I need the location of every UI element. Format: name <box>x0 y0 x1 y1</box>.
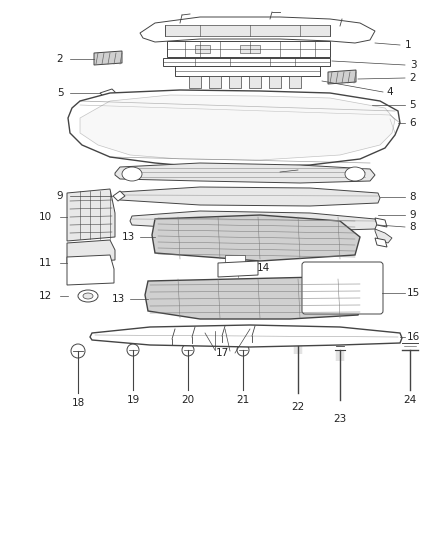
Polygon shape <box>140 17 375 43</box>
Text: 1: 1 <box>405 40 411 50</box>
Text: 18: 18 <box>71 398 85 408</box>
Text: 22: 22 <box>291 402 304 412</box>
Text: 11: 11 <box>39 258 52 268</box>
Polygon shape <box>152 215 360 261</box>
Polygon shape <box>240 45 260 53</box>
Text: 3: 3 <box>410 60 416 70</box>
Text: 10: 10 <box>39 212 52 222</box>
Polygon shape <box>375 238 387 247</box>
Text: 19: 19 <box>127 395 140 405</box>
Polygon shape <box>167 41 330 57</box>
Polygon shape <box>375 218 387 227</box>
Text: 7: 7 <box>302 165 308 175</box>
Polygon shape <box>289 76 301 88</box>
Text: 9: 9 <box>410 210 416 220</box>
Text: 8: 8 <box>410 192 416 202</box>
Text: 12: 12 <box>39 291 52 301</box>
Polygon shape <box>229 76 241 88</box>
Text: 9: 9 <box>57 191 64 201</box>
Polygon shape <box>130 211 377 231</box>
Polygon shape <box>328 70 356 84</box>
Polygon shape <box>80 95 395 160</box>
Polygon shape <box>115 163 375 183</box>
Text: 13: 13 <box>121 232 134 242</box>
Text: 23: 23 <box>333 414 346 424</box>
Text: 16: 16 <box>406 332 420 342</box>
Text: 5: 5 <box>57 88 64 98</box>
Ellipse shape <box>78 290 98 302</box>
Polygon shape <box>195 45 210 53</box>
Polygon shape <box>67 189 115 241</box>
Ellipse shape <box>122 167 142 181</box>
Text: 14: 14 <box>256 263 270 273</box>
FancyBboxPatch shape <box>302 262 383 314</box>
Text: 2: 2 <box>410 73 416 83</box>
Text: 5: 5 <box>410 100 416 110</box>
Text: 15: 15 <box>406 288 420 298</box>
Polygon shape <box>175 66 320 76</box>
Polygon shape <box>189 76 201 88</box>
Polygon shape <box>218 261 258 277</box>
Text: 6: 6 <box>410 118 416 128</box>
Polygon shape <box>100 89 118 99</box>
Text: 4: 4 <box>387 87 393 97</box>
Polygon shape <box>360 100 376 110</box>
Polygon shape <box>165 25 330 36</box>
Polygon shape <box>90 325 402 347</box>
Polygon shape <box>249 76 261 88</box>
Polygon shape <box>67 255 114 285</box>
Polygon shape <box>94 51 122 65</box>
Ellipse shape <box>83 293 93 299</box>
Polygon shape <box>209 76 221 88</box>
Polygon shape <box>68 90 400 167</box>
Polygon shape <box>113 191 125 201</box>
Text: 24: 24 <box>403 395 417 405</box>
Polygon shape <box>67 240 115 263</box>
Text: 13: 13 <box>111 294 125 304</box>
Text: 8: 8 <box>410 222 416 232</box>
Polygon shape <box>163 58 330 66</box>
Text: 2: 2 <box>57 54 64 64</box>
Text: 21: 21 <box>237 395 250 405</box>
Text: 20: 20 <box>181 395 194 405</box>
Polygon shape <box>269 76 281 88</box>
Polygon shape <box>118 187 380 206</box>
Polygon shape <box>375 229 392 243</box>
Polygon shape <box>145 277 362 319</box>
Text: 17: 17 <box>215 348 229 358</box>
Ellipse shape <box>345 167 365 181</box>
Polygon shape <box>225 255 245 263</box>
